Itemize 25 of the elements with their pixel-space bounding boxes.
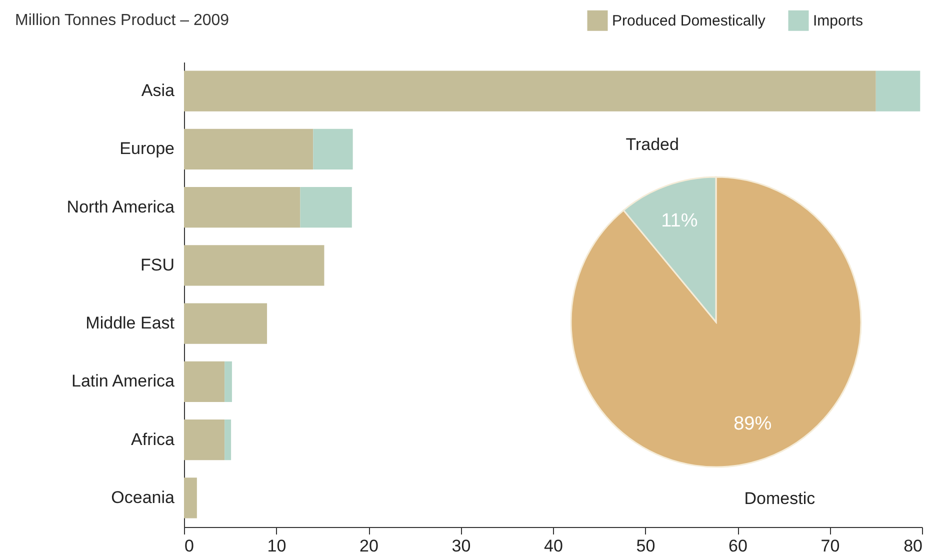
- y-tick-label: FSU: [140, 255, 174, 274]
- x-tick-label: 70: [820, 536, 840, 556]
- x-tick-label: 40: [544, 536, 563, 556]
- legend-label: Imports: [813, 12, 864, 30]
- x-tick-label: 30: [452, 536, 471, 556]
- slice-label: Domestic: [744, 488, 816, 508]
- y-tick-label: Europe: [120, 139, 174, 158]
- y-tick-label: Asia: [141, 81, 176, 100]
- x-tick-label: 10: [267, 536, 286, 556]
- x-tick-label: 60: [728, 536, 748, 556]
- y-tick-label: Oceania: [111, 488, 176, 507]
- x-tick-label: 20: [360, 536, 378, 556]
- x-tick-label: 80: [904, 536, 922, 556]
- y-tick-label: Africa: [131, 430, 176, 449]
- data-label: 89%: [734, 414, 772, 435]
- chart-title: Million Tonnes Product – 2009: [15, 12, 230, 30]
- legend-label: Produced Domestically: [612, 12, 766, 30]
- x-tick-label: 50: [636, 536, 656, 556]
- slice-label: Traded: [626, 135, 679, 154]
- y-tick-label: North America: [66, 197, 176, 216]
- data-label: 11%: [661, 210, 698, 232]
- x-tick-label: 0: [184, 536, 194, 556]
- y-tick-label: Middle East: [86, 314, 175, 333]
- pie-slice: [570, 176, 862, 468]
- y-tick-label: Latin America: [72, 372, 176, 391]
